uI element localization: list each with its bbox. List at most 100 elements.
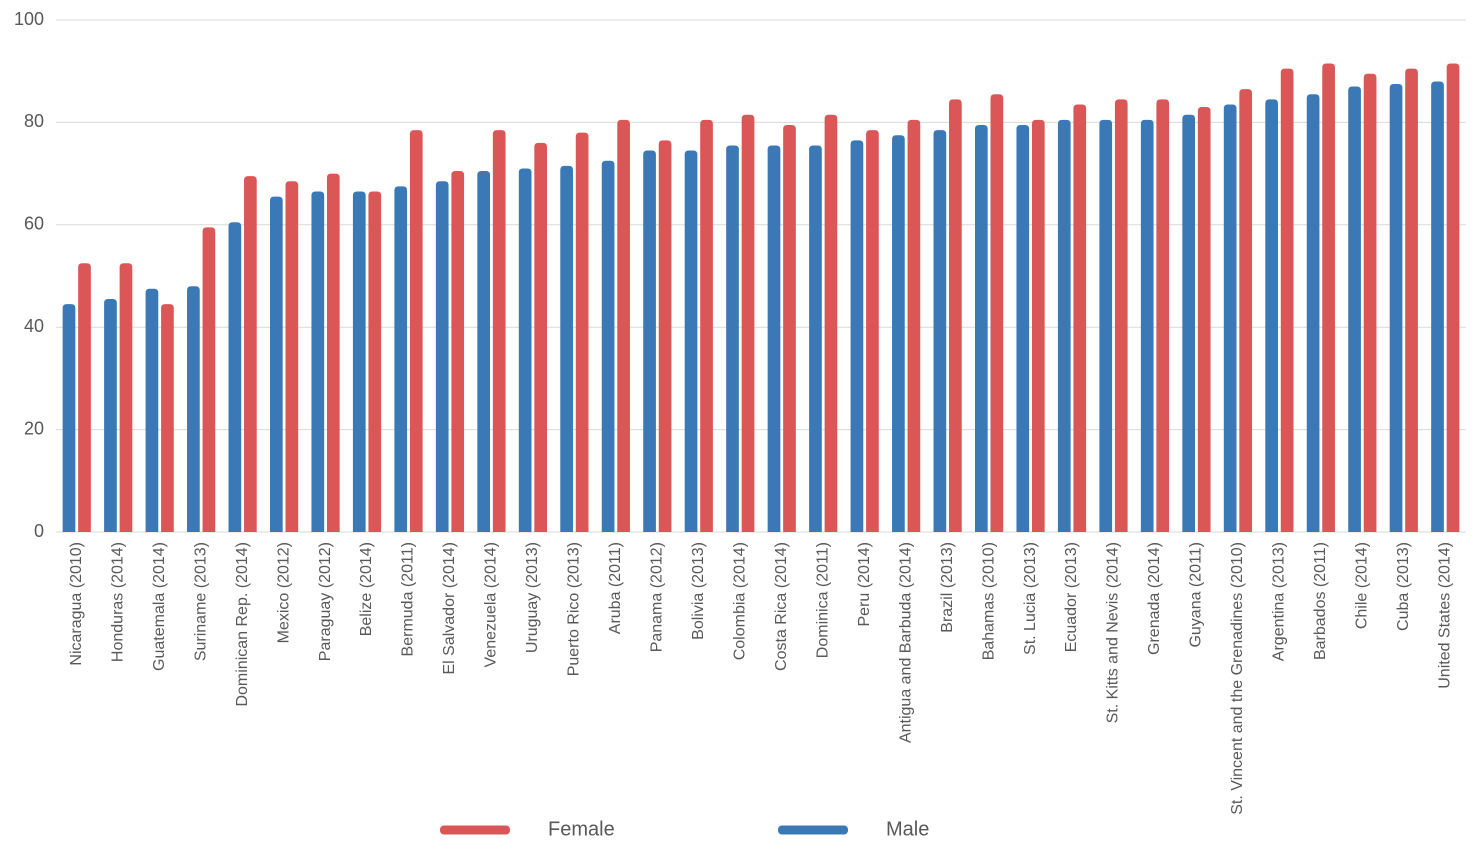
y-tick-label: 20 <box>24 418 44 438</box>
bar-female <box>1447 64 1460 532</box>
bar-female <box>783 125 796 532</box>
bar-male <box>685 151 698 532</box>
x-tick-label: Guatemala (2014) <box>151 542 168 671</box>
bar-male <box>353 192 366 532</box>
bar-female <box>327 174 340 532</box>
legend-swatch-male <box>778 826 848 835</box>
bar-male <box>726 145 739 532</box>
x-tick-label: Argentina (2013) <box>1271 542 1288 661</box>
bar-female <box>368 192 381 532</box>
bar-male <box>394 186 407 532</box>
grouped-bar-chart: 020406080100Nicaragua (2010)Honduras (20… <box>0 0 1476 865</box>
x-tick-label: Ecuador (2013) <box>1063 542 1080 652</box>
x-tick-label: Costa Rica (2014) <box>773 542 790 671</box>
bar-male <box>851 140 864 532</box>
x-tick-label: Aruba (2011) <box>607 542 624 634</box>
bar-male <box>1348 87 1361 532</box>
legend-label-female: Female <box>548 818 615 840</box>
bar-female <box>1405 69 1418 532</box>
bar-female <box>285 181 298 532</box>
legend-label-male: Male <box>886 818 929 840</box>
bar-female <box>659 140 672 532</box>
bar-male <box>477 171 490 532</box>
bar-male <box>187 286 200 532</box>
bar-female <box>120 263 133 532</box>
bar-male <box>270 197 283 532</box>
x-tick-label: Colombia (2014) <box>731 542 748 660</box>
x-tick-label: Cuba (2013) <box>1395 542 1412 631</box>
x-tick-label: Suriname (2013) <box>192 542 209 661</box>
x-tick-label: Uruguay (2013) <box>524 542 541 653</box>
bar-female <box>1115 99 1128 532</box>
bar-male <box>768 145 781 532</box>
bar-female <box>1032 120 1045 532</box>
bar-female <box>493 130 506 532</box>
y-tick-label: 60 <box>24 214 44 234</box>
bar-male <box>809 145 822 532</box>
bar-male <box>934 130 947 532</box>
bar-male <box>63 304 76 532</box>
bar-female <box>1364 74 1377 532</box>
x-tick-label: Bolivia (2013) <box>690 542 707 640</box>
x-tick-label: St. Kitts and Nevis (2014) <box>1105 542 1122 723</box>
bar-male <box>643 151 656 532</box>
bar-male <box>1182 115 1195 532</box>
x-tick-label: Honduras (2014) <box>109 542 126 662</box>
bar-female <box>1239 89 1252 532</box>
bar-female <box>161 304 174 532</box>
bar-male <box>436 181 449 532</box>
x-tick-label: Puerto Rico (2013) <box>566 542 583 676</box>
bar-male <box>1307 94 1320 532</box>
x-tick-label: Chile (2014) <box>1354 542 1371 629</box>
x-tick-label: Venezuela (2014) <box>483 542 500 667</box>
bar-female <box>78 263 91 532</box>
bar-female <box>908 120 921 532</box>
legend-swatch-female <box>440 826 510 835</box>
bar-male <box>146 289 159 532</box>
x-tick-label: United States (2014) <box>1436 542 1453 689</box>
x-tick-label: Mexico (2012) <box>275 542 292 643</box>
bar-female <box>990 94 1003 532</box>
bar-male <box>311 192 324 532</box>
x-tick-label: Dominica (2011) <box>814 542 831 658</box>
x-tick-label: Peru (2014) <box>856 542 873 627</box>
bar-male <box>892 135 905 532</box>
bar-male <box>519 168 532 532</box>
bar-male <box>975 125 988 532</box>
y-tick-label: 80 <box>24 111 44 131</box>
bar-female <box>617 120 630 532</box>
x-tick-label: Dominican Rep. (2014) <box>234 542 251 707</box>
x-tick-label: Bermuda (2011) <box>400 542 417 656</box>
bar-female <box>866 130 879 532</box>
bar-male <box>1224 104 1237 532</box>
bar-female <box>410 130 423 532</box>
y-tick-label: 0 <box>34 521 44 541</box>
x-tick-label: El Salvador (2014) <box>441 542 458 675</box>
bar-female <box>949 99 962 532</box>
bar-male <box>1141 120 1154 532</box>
bar-female <box>825 115 838 532</box>
x-tick-label: Paraguay (2012) <box>317 542 334 661</box>
x-tick-label: Nicaragua (2010) <box>68 542 85 666</box>
x-tick-label: Belize (2014) <box>358 542 375 636</box>
x-tick-label: Antigua and Barbuda (2014) <box>897 542 914 743</box>
bar-male <box>104 299 117 532</box>
x-tick-label: Barbados (2011) <box>1312 542 1329 660</box>
bar-male <box>1099 120 1112 532</box>
y-tick-label: 40 <box>24 316 44 336</box>
bar-female <box>451 171 464 532</box>
x-tick-label: Panama (2012) <box>649 542 666 652</box>
bar-male <box>1390 84 1403 532</box>
bar-male <box>560 166 573 532</box>
bar-male <box>1431 81 1444 532</box>
bar-female <box>534 143 547 532</box>
bar-female <box>1198 107 1211 532</box>
chart-container: 020406080100Nicaragua (2010)Honduras (20… <box>0 0 1476 865</box>
x-tick-label: St. Vincent and the Grenadines (2010) <box>1229 542 1246 815</box>
bar-female <box>1073 104 1086 532</box>
bar-male <box>1016 125 1029 532</box>
bar-female <box>1156 99 1169 532</box>
x-tick-label: Grenada (2014) <box>1146 542 1163 655</box>
bar-male <box>602 161 615 532</box>
bar-female <box>700 120 713 532</box>
